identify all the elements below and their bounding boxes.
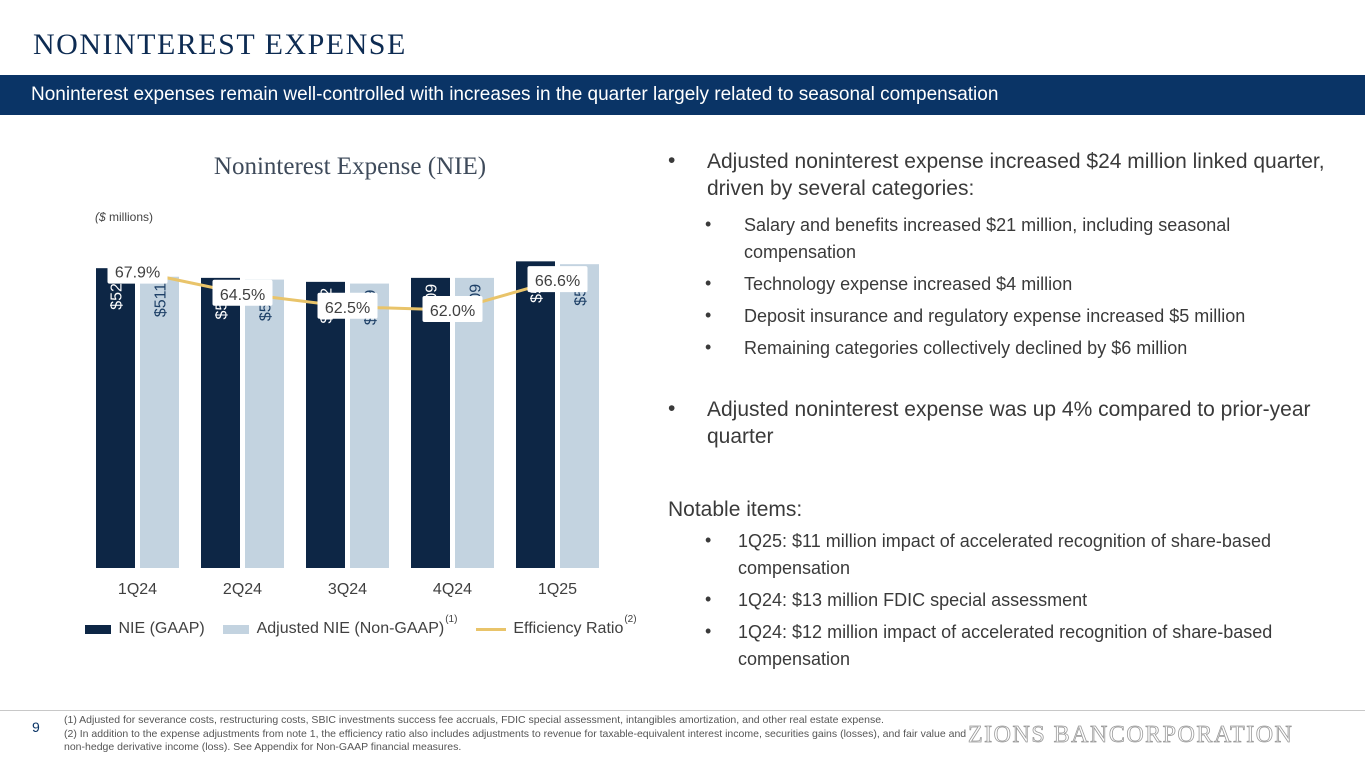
bar-nie-gaap--1q25 bbox=[516, 261, 555, 568]
ratio-label-1q24: 67.9% bbox=[115, 265, 160, 282]
legend-item-adjusted-nie: Adjusted NIE (Non-GAAP)(1) bbox=[223, 614, 457, 638]
footnotes: (1) Adjusted for severance costs, restru… bbox=[64, 714, 969, 755]
bar-nie-gaap--1q24 bbox=[96, 268, 135, 568]
ratio-label-box-1q25 bbox=[527, 266, 588, 293]
ratio-label-box-1q24 bbox=[107, 257, 168, 284]
subtitle-banner: Noninterest expenses remain well-control… bbox=[0, 75, 1365, 115]
ratio-label-3q24: 62.5% bbox=[325, 300, 370, 317]
bar-nie-gaap--4q24 bbox=[411, 277, 450, 568]
x-axis-label-1q25: 1Q25 bbox=[538, 581, 577, 598]
chart-legend: NIE (GAAP) Adjusted NIE (Non-GAAP)(1) Ef… bbox=[85, 614, 637, 638]
notable-item: 1Q24: $13 million FDIC special assessmen… bbox=[668, 586, 1328, 614]
sub-bullet-technology: Technology expense increased $4 million bbox=[668, 270, 1328, 298]
legend-swatch-adjusted-nie bbox=[223, 624, 250, 634]
footnote-2: (2) In addition to the expense adjustmen… bbox=[64, 727, 967, 754]
sub-bullet-remaining: Remaining categories collectively declin… bbox=[668, 334, 1328, 362]
nie-chart: $526$509$502$509$538$511$506$499$509$533… bbox=[96, 257, 599, 598]
x-axis-label-3q24: 3Q24 bbox=[328, 581, 367, 598]
bar-nie-gaap--3q24 bbox=[306, 281, 345, 568]
notable-item: 1Q25: $11 million impact of accelerated … bbox=[668, 527, 1328, 582]
bar-adjusted-nie-non-gaap--4q24 bbox=[455, 277, 494, 568]
ratio-label-4q24: 62.0% bbox=[430, 303, 475, 320]
bar-nie-gaap--2q24 bbox=[201, 277, 240, 568]
legend-swatch-nie-gaap bbox=[85, 624, 111, 634]
ratio-label-2q24: 64.5% bbox=[220, 287, 265, 304]
ratio-label-1q25: 66.6% bbox=[535, 273, 580, 290]
ratio-label-box-4q24 bbox=[422, 296, 483, 322]
sub-bullet-deposit-insurance: Deposit insurance and regulatory expense… bbox=[668, 302, 1328, 330]
x-axis-label-1q24: 1Q24 bbox=[118, 581, 157, 598]
footer-divider bbox=[0, 710, 1365, 711]
ratio-label-box-3q24 bbox=[317, 292, 378, 319]
x-axis-label-4q24: 4Q24 bbox=[433, 581, 472, 598]
legend-item-efficiency-ratio: Efficiency Ratio(2) bbox=[475, 614, 637, 638]
legend-item-nie-gaap: NIE (GAAP) bbox=[85, 620, 205, 638]
bar-adjusted-nie-non-gaap--2q24 bbox=[245, 279, 284, 568]
ratio-label-box-2q24 bbox=[212, 279, 273, 306]
page-number: 9 bbox=[32, 719, 40, 735]
bar-adjusted-nie-non-gaap--1q24 bbox=[140, 276, 179, 568]
legend-swatch-efficiency-ratio bbox=[475, 627, 506, 631]
bar-adjusted-nie-non-gaap--3q24 bbox=[350, 283, 389, 568]
x-axis-label-2q24: 2Q24 bbox=[223, 581, 262, 598]
notable-items-heading: Notable items: bbox=[668, 498, 803, 521]
chart-units: ($ millions) bbox=[95, 210, 154, 224]
bar-label-adjusted-nie-non-gaap--1q24: $511 bbox=[153, 283, 170, 318]
notable-item: 1Q24: $12 million impact of accelerated … bbox=[668, 618, 1328, 673]
bullet-prior-year: Adjusted noninterest expense was up 4% c… bbox=[668, 395, 1328, 450]
commentary-bullets: Adjusted noninterest expense increased $… bbox=[668, 147, 1328, 673]
page-title: NONINTEREST EXPENSE bbox=[33, 28, 407, 61]
sub-bullet-salary: Salary and benefits increased $21 millio… bbox=[668, 211, 1328, 266]
chart-title: Noninterest Expense (NIE) bbox=[213, 153, 487, 180]
bar-adjusted-nie-non-gaap--1q25 bbox=[560, 264, 599, 568]
footnote-1: (1) Adjusted for severance costs, restru… bbox=[64, 714, 884, 726]
zions-bancorporation-logo: ZIONS BANCORPORATION bbox=[968, 722, 1294, 749]
bullet-linked-quarter: Adjusted noninterest expense increased $… bbox=[668, 147, 1328, 202]
